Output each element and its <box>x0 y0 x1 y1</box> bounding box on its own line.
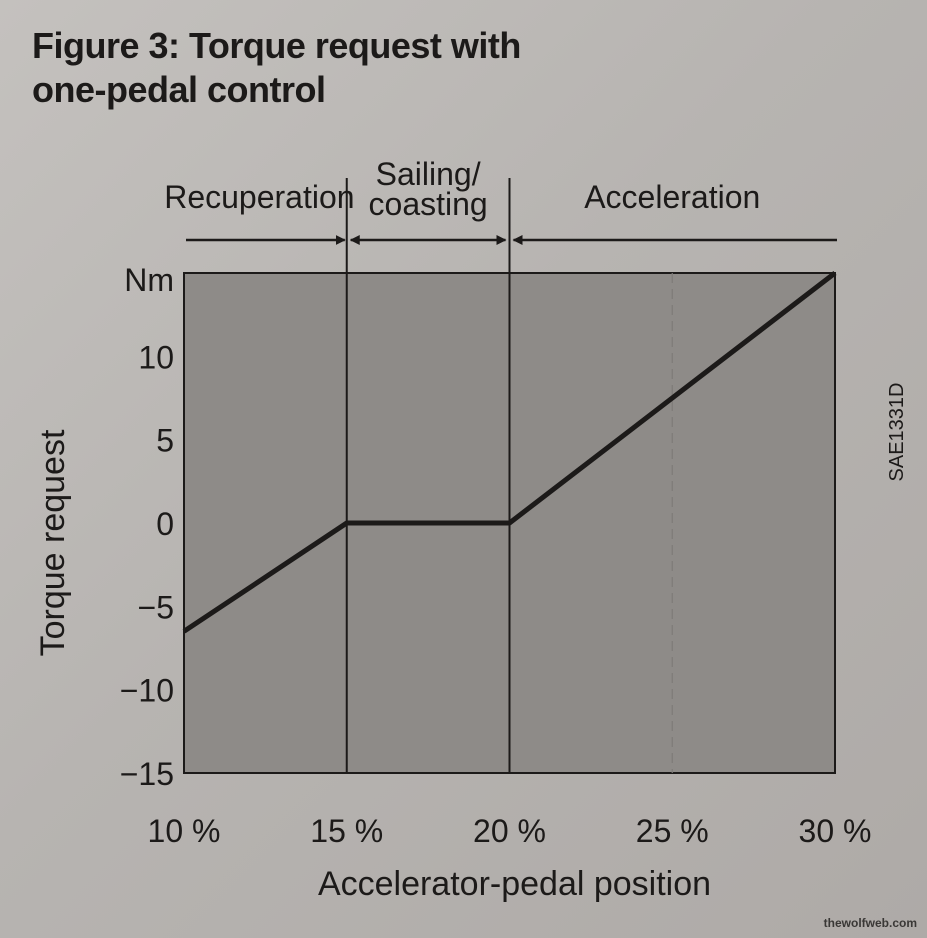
y-tick-label: −10 <box>120 673 174 709</box>
x-axis-title: Accelerator-pedal position <box>318 865 711 903</box>
figure-title: Figure 3: Torque request with one-pedal … <box>32 24 521 112</box>
torque-request-line <box>182 271 837 634</box>
y-tick-label: 5 <box>156 423 174 459</box>
y-tick-label: 10 <box>138 339 174 375</box>
y-axis-title: Torque request <box>34 429 72 656</box>
zone-label-1: Recuperation <box>164 179 354 215</box>
y-unit-label: Nm <box>124 262 174 298</box>
x-tick-label: 10 % <box>148 813 221 849</box>
figure-title-line-2: one-pedal control <box>32 69 326 110</box>
figure-code-label: SAE1331D <box>886 383 908 482</box>
y-tick-label: −5 <box>138 589 174 625</box>
zone-label-2: Sailing/ <box>376 156 481 192</box>
watermark-text: thewolfweb.com <box>823 916 917 930</box>
x-tick-label: 15 % <box>310 813 383 849</box>
figure-title-line-1: Figure 3: Torque request with <box>32 25 521 66</box>
x-tick-label: 25 % <box>636 813 709 849</box>
zone-label-2: coasting <box>369 186 488 222</box>
y-tick-label: −15 <box>120 756 174 792</box>
zone-label-3: Acceleration <box>584 179 760 215</box>
x-tick-label: 30 % <box>799 813 872 849</box>
x-tick-label: 20 % <box>473 813 546 849</box>
y-tick-label: 0 <box>156 506 174 542</box>
